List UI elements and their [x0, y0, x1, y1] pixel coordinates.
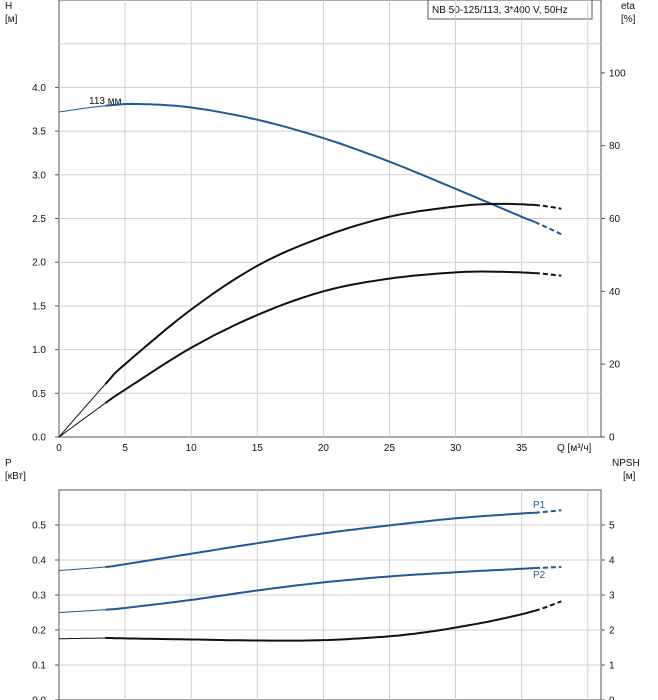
y-right-tick-label: 2 — [609, 626, 615, 637]
y-right-tick-label: 40 — [609, 287, 621, 298]
h-axis-label: H — [5, 1, 12, 12]
x-tick-label: 20 — [318, 443, 330, 454]
y-right-tick-label: 3 — [609, 591, 615, 602]
x-tick-label: 5 — [122, 443, 128, 454]
p-axis-unit: [кВт] — [5, 471, 26, 482]
y-left-tick-label: 4.0 — [32, 83, 46, 94]
series-0-0-113--line — [105, 102, 536, 223]
y-left-tick-label: 0.5 — [32, 521, 46, 532]
y-right-tick-label: 100 — [609, 68, 626, 79]
p1-series-label: P1 — [533, 500, 546, 511]
h-axis-unit: [м] — [5, 14, 18, 25]
series-1-1-p2-line — [105, 567, 535, 611]
y-right-tick-label: 5 — [609, 521, 615, 532]
y-left-tick-label: 0.0 — [32, 433, 46, 444]
x-tick-label: 15 — [252, 443, 264, 454]
series-1-1-p2-extrapolated-start — [58, 609, 106, 613]
npsh-axis-unit: [м] — [623, 471, 636, 482]
series-1-2-curve-extrapolated-end — [534, 600, 562, 612]
series-1-0-p1-extrapolated-end — [534, 509, 562, 514]
series-1-1-p2-extrapolated-end — [534, 566, 562, 569]
y-left-tick-label: 0.0 — [32, 696, 46, 700]
y-right-tick-label: 1 — [609, 661, 615, 672]
p2-series-label: P2 — [533, 570, 546, 581]
series-1-2-curve-extrapolated-start — [58, 637, 106, 640]
y-right-tick-label: 4 — [609, 556, 615, 567]
grid-lines — [59, 0, 601, 700]
series-0-1-curve-line — [104, 202, 535, 385]
q-axis-label: Q [м³/ч] — [557, 443, 592, 454]
y-left-tick-label: 1.5 — [32, 301, 46, 312]
npsh-axis-label: NPSH — [612, 458, 640, 469]
y-right-tick-label: 80 — [609, 141, 621, 152]
series-0-1-curve-extrapolated-start — [58, 383, 106, 438]
y-right-tick-label: 0 — [609, 696, 615, 700]
y-left-tick-label: 0.4 — [32, 556, 46, 567]
y-right-tick-label: 20 — [609, 360, 621, 371]
tick-labels: 0.00.51.01.52.02.53.03.54.00204060801000… — [32, 68, 626, 700]
y-right-tick-label: 0 — [609, 433, 615, 444]
series-1-0-p1-extrapolated-start — [58, 566, 106, 571]
impeller-diameter-annotation: 113 мм — [89, 96, 122, 107]
y-left-tick-label: 2.5 — [32, 214, 46, 225]
x-tick-label: 25 — [384, 443, 396, 454]
curves — [58, 102, 562, 642]
y-left-tick-label: 0.5 — [32, 389, 46, 400]
series-0-0-113--extrapolated-end — [534, 221, 562, 236]
y-left-tick-label: 0.1 — [32, 661, 46, 672]
x-tick-label: 10 — [186, 443, 198, 454]
series-1-2-curve-line — [105, 609, 536, 642]
series-1-0-p1-line — [105, 511, 535, 568]
y-left-tick-label: 3.5 — [32, 127, 46, 138]
y-right-tick-label: 60 — [609, 214, 621, 225]
y-left-tick-label: 1.0 — [32, 345, 46, 356]
x-tick-label: 0 — [56, 443, 62, 454]
y-left-tick-label: 0.2 — [32, 626, 46, 637]
series-0-2-curve-line — [104, 270, 535, 404]
y-left-tick-label: 3.0 — [32, 170, 46, 181]
y-left-tick-label: 2.0 — [32, 258, 46, 269]
eta-axis-label: eta — [621, 1, 635, 12]
series-0-0-113--extrapolated-start — [58, 105, 106, 113]
title-box — [427, 0, 593, 20]
x-tick-label: 35 — [516, 443, 528, 454]
eta-axis-unit: [%] — [621, 14, 636, 25]
x-tick-label: 30 — [450, 443, 462, 454]
series-0-2-curve-extrapolated-start — [58, 402, 106, 438]
chart-title: NB 50-125/113, 3*400 V, 50Hz — [432, 5, 568, 16]
y-left-tick-label: 0.3 — [32, 591, 46, 602]
p-axis-label: P — [5, 458, 12, 469]
